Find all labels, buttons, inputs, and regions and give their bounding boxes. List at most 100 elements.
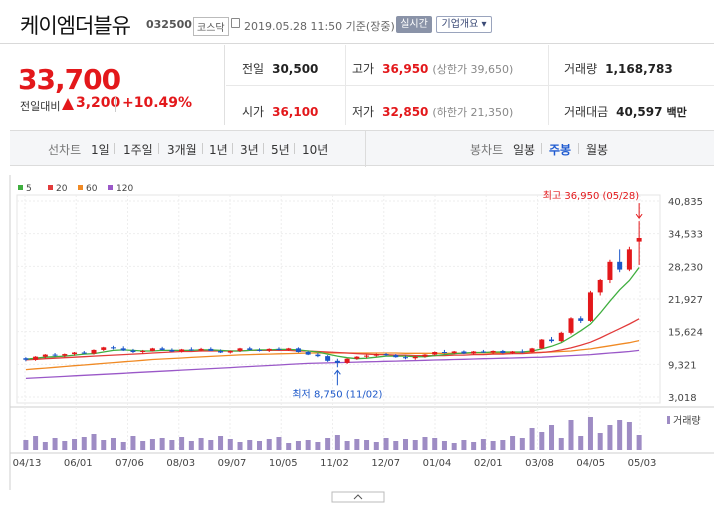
volume-bar [140,441,146,450]
volume-bar [91,434,97,450]
candle-body [120,348,126,351]
candle-body [110,347,116,349]
tab-3m[interactable]: 3개월 [167,143,197,157]
candle-body [305,352,311,355]
candle-body [159,348,165,350]
volume-bar [266,439,272,450]
candle-body [490,350,496,353]
tab-3y[interactable]: 3년 [240,143,259,157]
tab-1d[interactable]: 1일 [91,143,110,157]
line-chart-label: 선차트 [48,143,82,157]
quote-datetime: 2019.05.28 11:50 기준(장중) [244,20,395,33]
legend-label: 20 [56,184,68,194]
volume-bar [383,438,389,450]
candle-body [208,348,214,351]
volume-bar [471,442,477,450]
legend-label: 120 [116,184,133,194]
volume-bar [393,441,399,450]
stat-low: 저가 32,850 (하한가 21,350) [352,103,513,120]
candle-body [344,358,350,363]
y-tick-label: 40,835 [668,197,703,208]
volume-bar [403,439,409,450]
tab-daily[interactable]: 일봉 [513,143,536,157]
ma-line-ma20 [25,318,640,361]
x-tick-label: 11/02 [320,458,349,469]
candle-body [101,347,107,350]
volume-bar [412,440,418,450]
candle-body [169,349,175,352]
current-price: 33,700 [18,63,121,96]
candle-body [72,352,78,355]
candle-body [383,354,389,356]
x-tick-label: 09/07 [218,458,247,469]
change-value: 3,200 [76,95,121,111]
candle-body [286,348,292,350]
chart-period-tabs: 선차트 1일 1주일 3개월 1년 3년 5년 10년 봉차트 일봉 주봉 월봉 [10,130,714,167]
company-overview-dropdown[interactable]: 기업개요 ▾ [436,16,492,33]
volume-bar [510,436,516,450]
divider [578,143,579,154]
calendar-icon [231,18,240,28]
chart-scroll-handle[interactable] [331,491,385,503]
stat-label: 거래량 [564,62,598,76]
volume-bar [149,439,155,450]
x-tick-label: 08/03 [166,458,195,469]
tab-weekly[interactable]: 주봉 [549,143,572,157]
realtime-button[interactable]: 실시간 [396,16,432,33]
high-arrow-icon [635,213,643,219]
legend-label: 5 [26,184,32,194]
candle-body [461,351,467,354]
price-summary: 33,700 전일대비 3,200 +10.49% [0,45,225,125]
ma-line-ma5 [25,267,640,360]
stat-label: 시가 [242,105,265,119]
change-percent: +10.49% [122,95,193,111]
candle-body [237,348,243,351]
candle-body [315,354,321,357]
volume-bar [480,439,486,450]
volume-bar [208,440,214,450]
volume-bar [52,438,58,450]
stat-high: 고가 36,950 (상한가 39,650) [352,60,513,77]
up-triangle-icon [62,98,74,110]
volume-bar [23,440,29,450]
volume-bar [422,437,428,450]
volume-bar [519,438,525,450]
volume-bar [568,420,574,450]
volume-bar [451,443,457,450]
candle-body [218,350,224,353]
stock-header: 케이엠더블유 032500 코스닥 2019.05.28 11:50 기준(장중… [0,0,714,44]
candle-body [549,339,555,342]
y-tick-label: 15,624 [668,328,703,339]
legend-swatch [78,185,83,190]
candle-body [412,356,418,359]
candle-body [441,352,447,354]
volume-bar [276,437,282,450]
volume-bar [364,440,370,450]
stat-value: 40,597 [616,105,663,119]
tab-1y[interactable]: 1년 [209,143,228,157]
stat-value: 1,168,783 [605,62,673,76]
divider [114,143,115,154]
stat-open: 시가 36,100 [242,103,318,120]
tab-1w[interactable]: 1주일 [123,143,153,157]
divider [263,143,264,154]
chevron-up-icon [353,494,363,500]
volume-bar [461,440,467,450]
candle-body [578,318,584,321]
candle-body [81,352,87,354]
candle-body [325,356,331,361]
volume-bar [432,438,438,450]
stat-prev-close: 전일 30,500 [242,60,318,77]
volume-bar [490,441,496,450]
tab-10y[interactable]: 10년 [302,143,329,157]
stat-value: 36,950 [382,62,429,76]
candle-body [247,348,253,350]
tab-monthly[interactable]: 월봉 [586,143,609,157]
tab-5y[interactable]: 5년 [271,143,290,157]
candle-body [149,348,155,351]
volume-bar [325,438,331,450]
volume-bar [101,440,107,450]
volume-bar [159,438,165,450]
candle-body [636,237,642,242]
divider [232,143,233,154]
